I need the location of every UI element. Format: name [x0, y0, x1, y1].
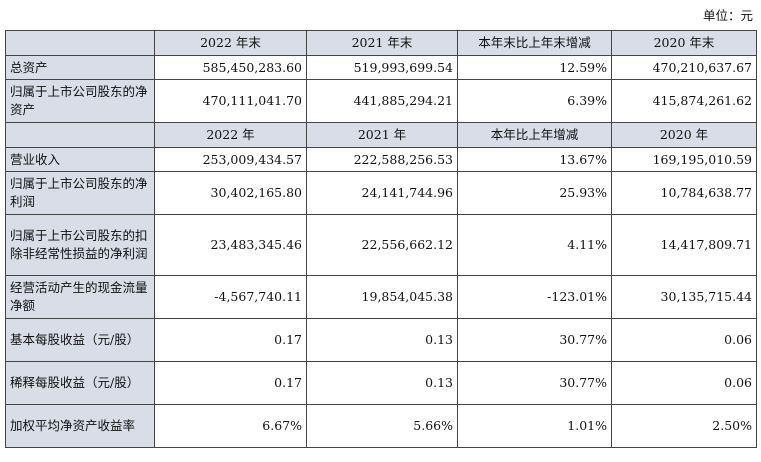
row-label: 稀释每股收益（元/股）: [5, 361, 155, 405]
financial-data-table: 2022 年末 2021 年末 本年末比上年末增减 2020 年末 总资产 58…: [5, 30, 757, 448]
value-cell: 12.59%: [457, 55, 612, 80]
value-cell: 222,588,256.53: [306, 147, 458, 172]
value-cell: 4.11%: [457, 214, 612, 276]
value-cell: 0.17: [154, 318, 307, 362]
value-cell: 19,854,045.38: [306, 275, 458, 319]
value-cell: 23,483,345.46: [154, 214, 307, 276]
header-cell-blank: [5, 30, 155, 56]
table-row: 加权平均净资产收益率 6.67% 5.66% 1.01% 2.50%: [5, 404, 757, 448]
table-row: 营业收入 253,009,434.57 222,588,256.53 13.67…: [5, 147, 757, 172]
value-cell: 5.66%: [306, 404, 458, 448]
value-cell: 30.77%: [457, 361, 612, 405]
header-cell: 2021 年末: [306, 30, 458, 56]
value-cell: 415,874,261.62: [611, 79, 757, 123]
unit-label: 单位：元: [702, 8, 753, 23]
value-cell: 6.67%: [154, 404, 307, 448]
value-cell: 25.93%: [457, 171, 612, 215]
header-row-year: 2022 年 2021 年 本年比上年增减 2020 年: [5, 122, 757, 148]
table-row: 归属于上市公司股东的扣除非经常性损益的净利润 23,483,345.46 22,…: [5, 214, 757, 276]
value-cell: 470,210,637.67: [611, 55, 757, 80]
value-cell: 13.67%: [457, 147, 612, 172]
value-cell: 30,402,165.80: [154, 171, 307, 215]
value-cell: 22,556,662.12: [306, 214, 458, 276]
value-cell: 0.06: [611, 318, 757, 362]
header-cell-blank: [5, 122, 155, 148]
value-cell: 1.01%: [457, 404, 612, 448]
value-cell: 585,450,283.60: [154, 55, 307, 80]
value-cell: 10,784,638.77: [611, 171, 757, 215]
header-cell: 本年末比上年末增减: [457, 30, 612, 56]
table-row: 归属于上市公司股东的净资产 470,111,041.70 441,885,294…: [5, 79, 757, 123]
row-label: 加权平均净资产收益率: [5, 404, 155, 448]
value-cell: 30,135,715.44: [611, 275, 757, 319]
row-label: 营业收入: [5, 147, 155, 172]
header-cell: 2022 年: [154, 122, 307, 148]
row-label: 基本每股收益（元/股）: [5, 318, 155, 362]
value-cell: 441,885,294.21: [306, 79, 458, 123]
value-cell: 24,141,744.96: [306, 171, 458, 215]
value-cell: 0.17: [154, 361, 307, 405]
table-row: 归属于上市公司股东的净利润 30,402,165.80 24,141,744.9…: [5, 171, 757, 215]
header-cell: 2020 年: [611, 122, 757, 148]
header-cell: 2020 年末: [611, 30, 757, 56]
header-cell: 2022 年末: [154, 30, 307, 56]
value-cell: -123.01%: [457, 275, 612, 319]
value-cell: 6.39%: [457, 79, 612, 123]
value-cell: 169,195,010.59: [611, 147, 757, 172]
value-cell: 0.06: [611, 361, 757, 405]
value-cell: -4,567,740.11: [154, 275, 307, 319]
value-cell: 0.13: [306, 361, 458, 405]
value-cell: 14,417,809.71: [611, 214, 757, 276]
header-cell: 2021 年: [306, 122, 458, 148]
row-label: 归属于上市公司股东的净资产: [5, 79, 155, 123]
value-cell: 470,111,041.70: [154, 79, 307, 123]
table-row: 总资产 585,450,283.60 519,993,699.54 12.59%…: [5, 55, 757, 80]
row-label: 归属于上市公司股东的净利润: [5, 171, 155, 215]
table-row: 基本每股收益（元/股） 0.17 0.13 30.77% 0.06: [5, 318, 757, 362]
row-label: 归属于上市公司股东的扣除非经常性损益的净利润: [5, 214, 155, 276]
value-cell: 0.13: [306, 318, 458, 362]
table-row: 稀释每股收益（元/股） 0.17 0.13 30.77% 0.06: [5, 361, 757, 405]
value-cell: 30.77%: [457, 318, 612, 362]
row-label: 总资产: [5, 55, 155, 80]
table-row: 经营活动产生的现金流量净额 -4,567,740.11 19,854,045.3…: [5, 275, 757, 319]
value-cell: 253,009,434.57: [154, 147, 307, 172]
row-label: 经营活动产生的现金流量净额: [5, 275, 155, 319]
value-cell: 2.50%: [611, 404, 757, 448]
header-row-year-end: 2022 年末 2021 年末 本年末比上年末增减 2020 年末: [5, 30, 757, 56]
value-cell: 519,993,699.54: [306, 55, 458, 80]
header-cell: 本年比上年增减: [457, 122, 612, 148]
